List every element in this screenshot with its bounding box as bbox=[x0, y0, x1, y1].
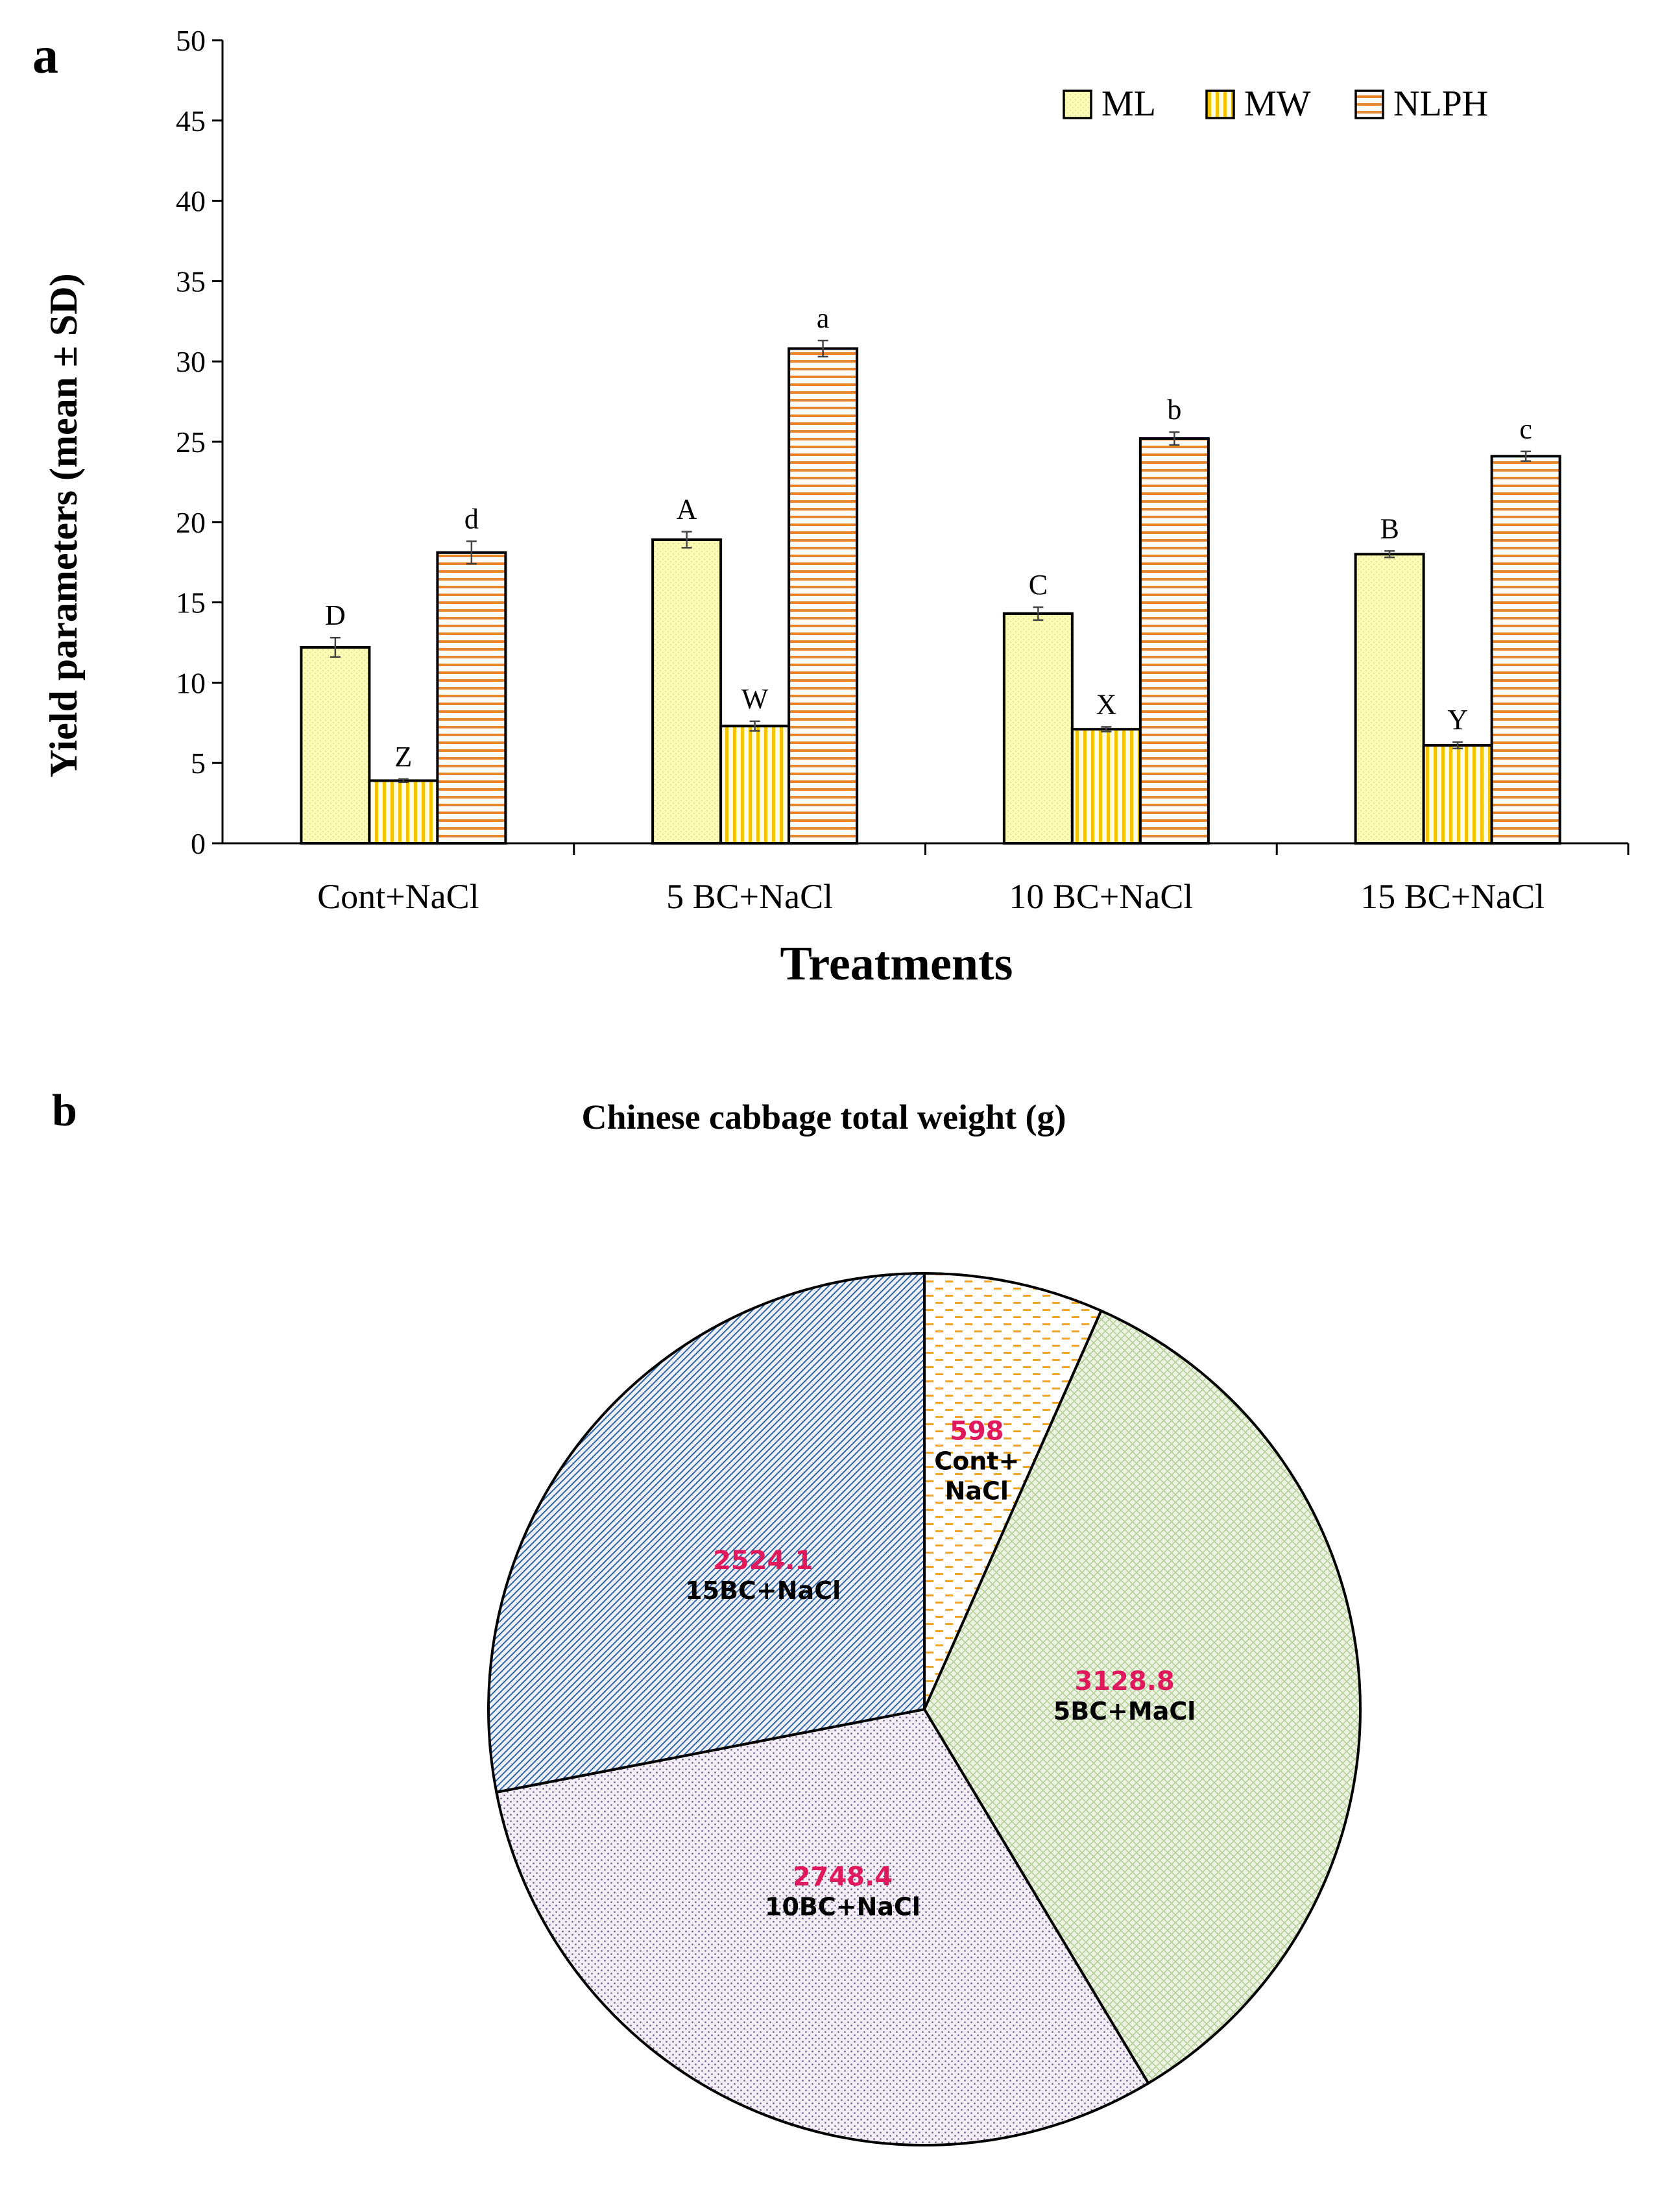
bar-mw bbox=[1422, 743, 1493, 845]
bar-nlph bbox=[1490, 455, 1561, 845]
legend-swatch-ml bbox=[1063, 90, 1092, 119]
y-axis-ticks: 0 5 10 15 20 25 30 35 40 45 50 bbox=[176, 24, 223, 860]
significance-letter: d bbox=[464, 503, 479, 535]
pie-slice bbox=[487, 1271, 926, 1794]
bar-ml bbox=[300, 645, 371, 845]
significance-letter: c bbox=[1519, 413, 1532, 445]
pie-slice bbox=[923, 1271, 1103, 1710]
bar-marks: Cont+NaCl D Zd 5 BC+NaCl A Wa 10 BC+NaCl C Xb 15 … bbox=[300, 302, 1561, 916]
significance-letter: Y bbox=[1447, 704, 1468, 736]
x-tick-label: 10 BC+NaCl bbox=[1009, 877, 1193, 916]
significance-letter: B bbox=[1380, 512, 1399, 544]
y-tick-label: 10 bbox=[176, 666, 206, 699]
x-tick-label: Cont+NaCl bbox=[317, 877, 479, 916]
legend-swatch-nlph bbox=[1354, 90, 1384, 119]
bar-ml bbox=[1354, 553, 1425, 845]
significance-letter: Z bbox=[394, 741, 412, 773]
y-tick-label: 25 bbox=[176, 426, 206, 459]
significance-letter: D bbox=[325, 599, 346, 631]
legend-label-ml: ML bbox=[1101, 84, 1156, 124]
bar-nlph bbox=[1138, 437, 1210, 845]
y-tick-label: 5 bbox=[191, 747, 206, 780]
legend-label-nlph: NLPH bbox=[1393, 84, 1488, 124]
bar-nlph bbox=[436, 551, 507, 845]
bar-chart-panel: a 0 5 10 15 20 25 30 35 40 45 50 Cont+NaCl D Zd 5 BC+… bbox=[32, 24, 1630, 991]
significance-letter: b bbox=[1167, 394, 1181, 426]
pie-category-label: Cont+ bbox=[934, 1447, 1019, 1476]
significance-letter: A bbox=[677, 494, 697, 525]
pie-category-label: NaCl bbox=[945, 1477, 1009, 1506]
y-tick-label: 45 bbox=[176, 104, 206, 138]
bar-nlph bbox=[788, 347, 859, 845]
pie-slice bbox=[494, 1707, 1151, 2146]
y-tick-label: 0 bbox=[191, 827, 206, 860]
bar-mw bbox=[1070, 728, 1142, 845]
significance-letter: a bbox=[817, 302, 830, 334]
legend-swatch-mw bbox=[1205, 90, 1235, 119]
panel-label-b: b bbox=[52, 1086, 77, 1136]
y-tick-label: 20 bbox=[176, 506, 206, 539]
y-tick-label: 30 bbox=[176, 345, 206, 378]
pie-category-label: 15BC+NaCl bbox=[685, 1576, 841, 1605]
y-tick-label: 50 bbox=[176, 24, 206, 57]
y-tick-label: 40 bbox=[176, 185, 206, 218]
pie-category-label: 5BC+MaCl bbox=[1053, 1697, 1196, 1725]
y-axis-label: Yield parameters (mean ± SD) bbox=[42, 273, 85, 777]
pie-category-label: 10BC+NaCl bbox=[765, 1892, 920, 1921]
chart-legend: ML MW NLPH bbox=[1063, 84, 1488, 124]
pie-chart-panel: b Chinese cabbage total weight (g) 598Co… bbox=[52, 1086, 1362, 2146]
pie-slices bbox=[487, 1271, 1362, 2146]
pie-value-label: 2748.4 bbox=[793, 1862, 893, 1892]
x-tick-label: 15 BC+NaCl bbox=[1360, 877, 1545, 916]
bar-ml bbox=[1002, 612, 1074, 845]
pie-value-label: 2524.1 bbox=[713, 1546, 813, 1576]
pie-title: Chinese cabbage total weight (g) bbox=[582, 1098, 1066, 1136]
significance-letter: X bbox=[1096, 688, 1116, 720]
panel-label-a: a bbox=[32, 27, 58, 84]
pie-value-label: 3128.8 bbox=[1074, 1666, 1174, 1696]
y-tick-label: 15 bbox=[176, 586, 206, 619]
pie-value-label: 598 bbox=[950, 1417, 1004, 1447]
y-tick-label: 35 bbox=[176, 265, 206, 298]
significance-letter: W bbox=[741, 683, 769, 715]
bar-ml bbox=[651, 538, 723, 845]
bar-mw bbox=[719, 725, 791, 845]
significance-letter: C bbox=[1029, 569, 1048, 601]
bar-mw bbox=[368, 779, 439, 845]
legend-label-mw: MW bbox=[1244, 84, 1311, 124]
x-tick-label: 5 BC+NaCl bbox=[666, 877, 833, 916]
x-axis-label: Treatments bbox=[780, 937, 1013, 991]
